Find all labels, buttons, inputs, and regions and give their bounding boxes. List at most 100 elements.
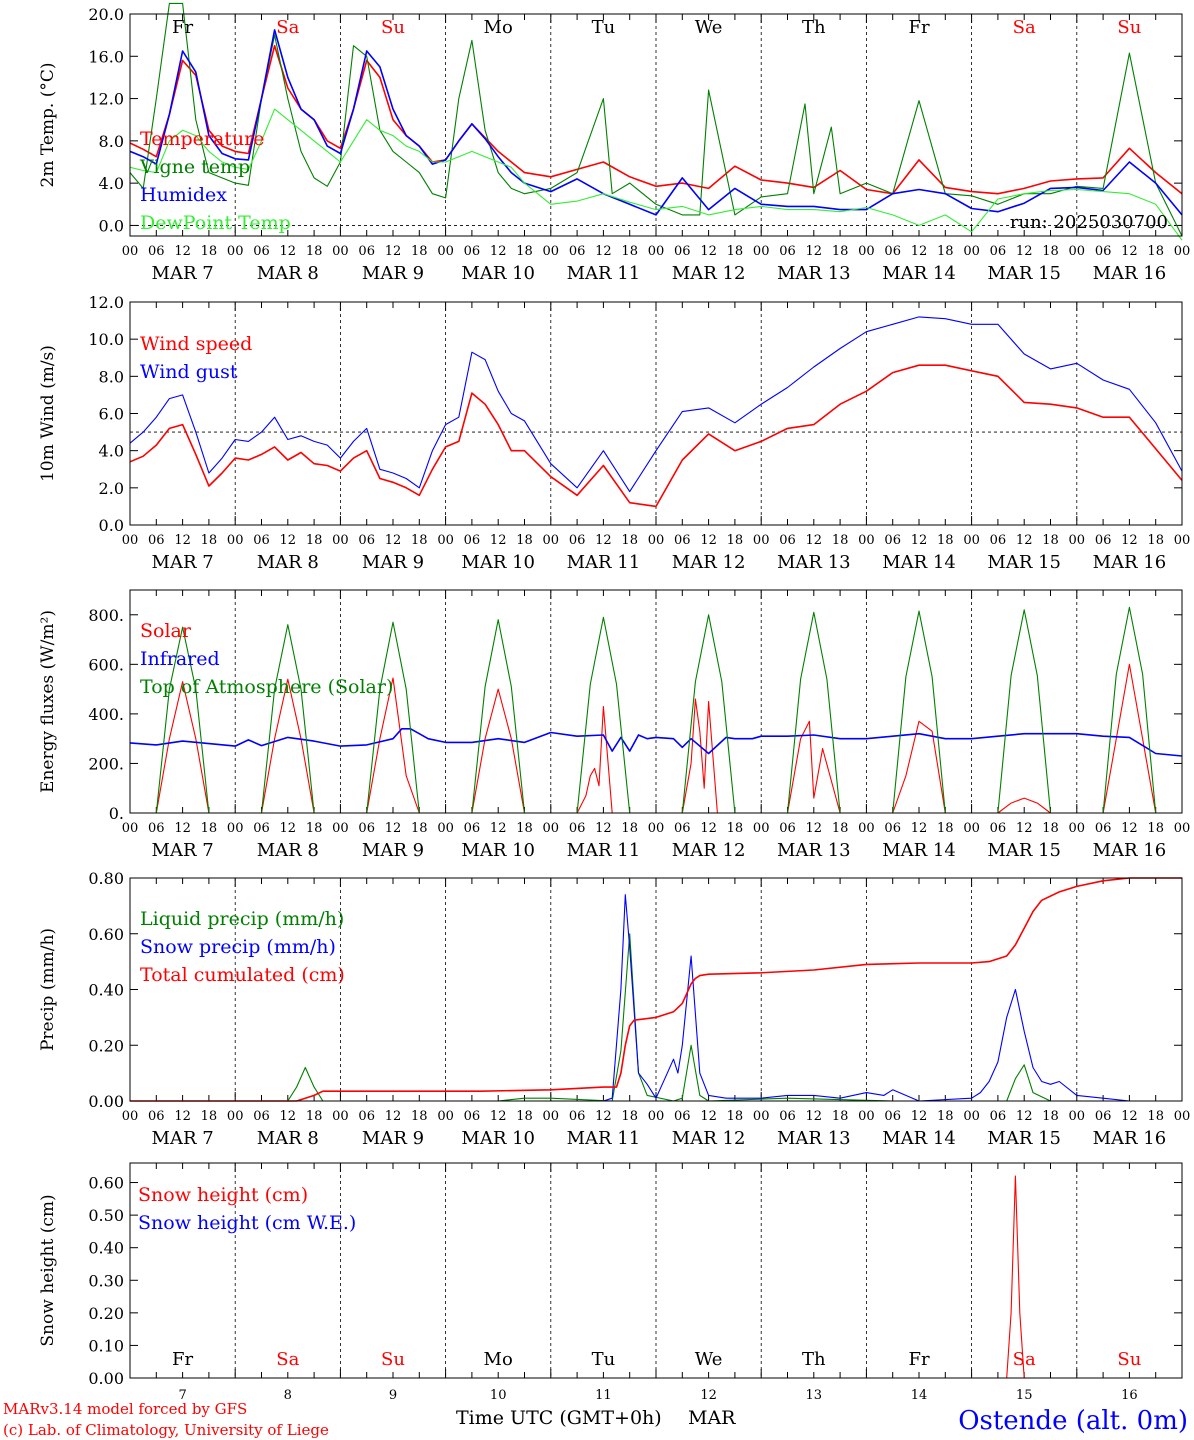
x-tick-label: 12	[385, 1109, 402, 1124]
footer-credit: (c) Lab. of Climatology, University of L…	[3, 1421, 329, 1439]
date-label: MAR 10	[461, 1128, 535, 1149]
x-tick-label: 00	[122, 821, 139, 836]
x-tick-label: 06	[990, 244, 1007, 259]
date-label: MAR 11	[567, 263, 641, 284]
x-tick-label: 18	[306, 244, 323, 259]
x-tick-label: 12	[174, 821, 191, 836]
x-tick-label: 00	[648, 533, 665, 548]
x-tick-label: 00	[858, 1109, 875, 1124]
x-tick-label: 12	[490, 821, 507, 836]
y-tick-label: 0.60	[88, 1174, 124, 1193]
x-tick-label: 00	[332, 1109, 349, 1124]
x-tick-label: 18	[621, 533, 638, 548]
x-tick-label: 18	[306, 533, 323, 548]
y-tick-label: 10.0	[88, 330, 124, 349]
x-tick-label: 06	[253, 533, 270, 548]
x-tick-label: 06	[358, 1109, 375, 1124]
x-tick-label: 18	[1147, 1109, 1164, 1124]
x-tick-label: 06	[569, 244, 586, 259]
date-label: MAR 14	[882, 840, 956, 861]
y-tick-label: 16.0	[88, 47, 124, 66]
y-tick-label: 4.0	[99, 442, 124, 461]
panel-1: 0.0 4.0 8.0 12.0 16.0 20.0 Temperature Vigne te…	[38, 2, 1191, 284]
day-number: 15	[1016, 1388, 1033, 1403]
x-tick-label: 00	[332, 244, 349, 259]
x-tick-label: 18	[727, 821, 744, 836]
y-tick-label: 0.0	[99, 216, 124, 235]
x-tick-label: 18	[201, 244, 218, 259]
chart-panels: 0.0 4.0 8.0 12.0 16.0 20.0 Temperature Vigne te…	[38, 2, 1191, 1403]
x-tick-label: 06	[674, 1109, 691, 1124]
date-label: MAR 8	[257, 552, 319, 573]
date-label: MAR 14	[882, 552, 956, 573]
date-label: MAR 9	[362, 263, 424, 284]
day-name: Fr	[908, 17, 929, 38]
day-name: We	[695, 17, 723, 38]
x-tick-label: 12	[595, 244, 612, 259]
date-label: MAR 15	[987, 263, 1061, 284]
y-tick-label: 0.00	[88, 1369, 124, 1388]
x-tick-label: 00	[858, 244, 875, 259]
x-tick-label: 18	[201, 533, 218, 548]
x-tick-label: 06	[1095, 244, 1112, 259]
series-line-3	[130, 877, 1182, 1102]
x-tick-label: 12	[1016, 1109, 1033, 1124]
x-tick-label: 00	[1174, 244, 1191, 259]
x-tick-label: 00	[543, 244, 560, 259]
x-tick-label: 06	[884, 1109, 901, 1124]
x-tick-label: 12	[595, 821, 612, 836]
x-tick-label: 00	[227, 244, 244, 259]
x-tick-label: 06	[358, 533, 375, 548]
x-tick-label: 06	[884, 821, 901, 836]
x-tick-label: 18	[621, 1109, 638, 1124]
series-line-4	[129, 108, 1183, 241]
footer-model: MARv3.14 model forced by GFS	[3, 1400, 247, 1418]
x-tick-label: 00	[543, 821, 560, 836]
day-number: 9	[389, 1388, 397, 1403]
date-label: MAR 15	[987, 552, 1061, 573]
y-tick-label: 200.	[88, 754, 124, 773]
y-tick-label: 0.00	[88, 1092, 124, 1111]
x-axis-month: MAR	[688, 1407, 736, 1429]
x-tick-label: 18	[1147, 244, 1164, 259]
series-line-1	[129, 364, 1183, 508]
day-name: Th	[802, 17, 826, 38]
x-tick-label: 00	[122, 533, 139, 548]
x-tick-label: 06	[990, 821, 1007, 836]
y-tick-label: 0.40	[88, 981, 124, 1000]
x-tick-label: 06	[464, 1109, 481, 1124]
day-number: 7	[178, 1388, 186, 1403]
day-name: Sa	[276, 1349, 299, 1370]
date-label: MAR 7	[152, 840, 214, 861]
date-label: MAR 13	[777, 1128, 851, 1149]
y-tick-label: 0.	[109, 804, 124, 823]
x-tick-label: 00	[332, 533, 349, 548]
x-tick-label: 18	[937, 821, 954, 836]
x-tick-label: 00	[858, 533, 875, 548]
y-tick-label: 0.20	[88, 1304, 124, 1323]
x-tick-label: 00	[332, 821, 349, 836]
day-name: Tu	[592, 1349, 616, 1370]
legend-entry: Wind gust	[140, 361, 238, 383]
y-tick-label: 0.40	[88, 1239, 124, 1258]
panel-frame	[129, 877, 1183, 1102]
x-tick-label: 12	[385, 533, 402, 548]
x-tick-label: 12	[1121, 244, 1138, 259]
x-tick-label: 12	[385, 244, 402, 259]
x-tick-label: 00	[227, 533, 244, 548]
x-tick-label: 12	[490, 244, 507, 259]
x-tick-label: 00	[122, 1109, 139, 1124]
series-line-3	[129, 29, 1183, 216]
day-number: 16	[1121, 1388, 1138, 1403]
x-tick-label: 18	[411, 533, 428, 548]
x-tick-label: 00	[753, 821, 770, 836]
y-tick-label: 0.50	[88, 1206, 124, 1225]
x-tick-label: 00	[963, 244, 980, 259]
x-tick-label: 06	[990, 1109, 1007, 1124]
date-label: MAR 11	[567, 840, 641, 861]
y-tick-label: 2.0	[99, 479, 124, 498]
x-tick-label: 06	[884, 244, 901, 259]
x-tick-label: 18	[832, 244, 849, 259]
x-tick-label: 12	[700, 244, 717, 259]
x-tick-label: 06	[569, 533, 586, 548]
